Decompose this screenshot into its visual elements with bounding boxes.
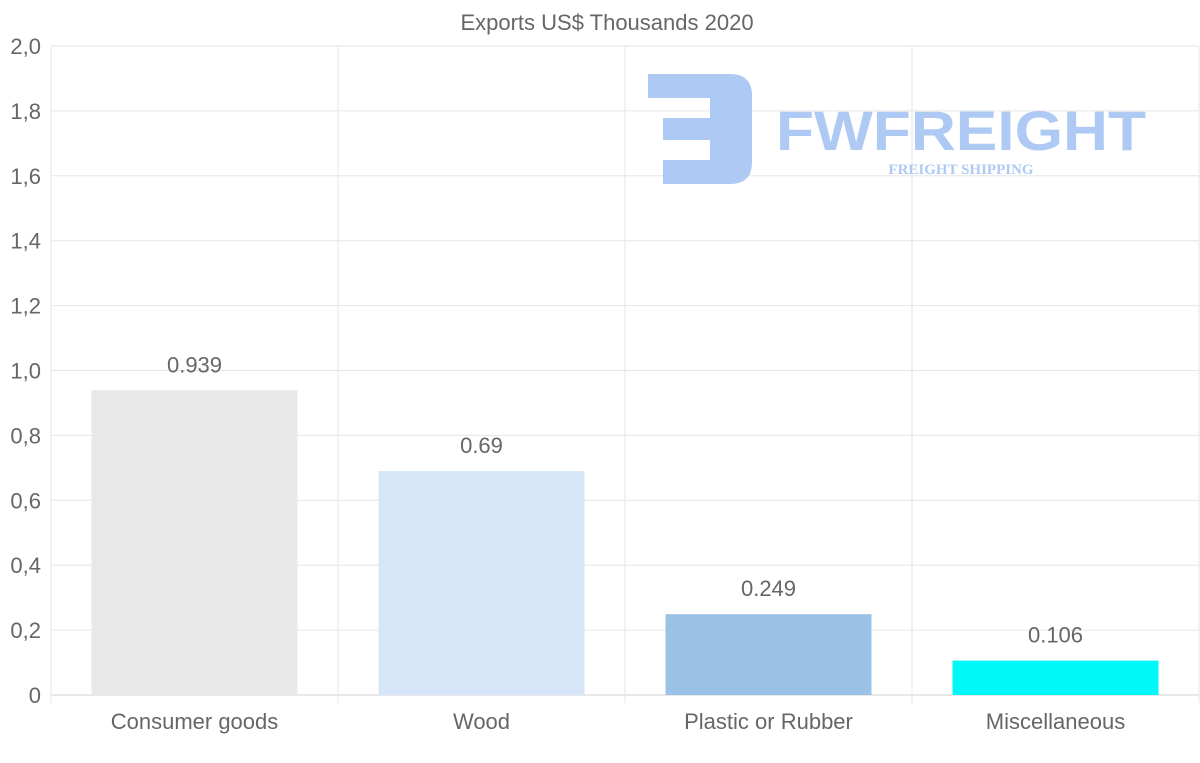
watermark-brand: FWFREIGHT xyxy=(776,99,1146,162)
x-axis: Consumer goods Wood Plastic or Rubber Misce… xyxy=(111,709,1125,734)
fwfreight-watermark-logo: FWFREIGHT FREIGHT SHIPPING xyxy=(648,74,1146,184)
y-tick-label: 1,0 xyxy=(10,359,41,384)
data-label: 0.939 xyxy=(167,352,222,377)
y-tick-label: 0,6 xyxy=(10,488,41,513)
bars: 0.939 0.69 0.249 0.106 xyxy=(91,352,1159,695)
bar xyxy=(952,660,1159,695)
bar xyxy=(665,614,872,695)
y-tick-label: 0,2 xyxy=(10,618,41,643)
grid xyxy=(50,45,1200,703)
y-tick-label: 0,4 xyxy=(10,553,41,578)
data-label: 0.249 xyxy=(741,576,796,601)
y-tick-label: 0,8 xyxy=(10,423,41,448)
y-axis: 0 0,2 0,4 0,6 0,8 1,0 1,2 1,4 1,6 1,8 2,0 xyxy=(10,34,41,708)
y-tick-label: 1,2 xyxy=(10,294,41,319)
y-tick-label: 1,6 xyxy=(10,164,41,189)
fwfreight-logo-icon xyxy=(648,74,752,184)
y-tick-label: 1,8 xyxy=(10,99,41,124)
y-tick-label: 1,4 xyxy=(10,229,41,254)
chart-title: Exports US$ Thousands 2020 xyxy=(460,10,753,35)
bar xyxy=(91,390,298,695)
watermark-tagline: FREIGHT SHIPPING xyxy=(888,162,1033,178)
data-label: 0.69 xyxy=(460,433,503,458)
data-label: 0.106 xyxy=(1028,623,1083,648)
bar xyxy=(378,471,585,695)
x-tick-label: Miscellaneous xyxy=(986,709,1125,734)
y-tick-label: 0 xyxy=(29,683,41,708)
x-tick-label: Plastic or Rubber xyxy=(684,709,853,734)
y-tick-label: 2,0 xyxy=(10,34,41,59)
x-tick-label: Wood xyxy=(453,709,510,734)
x-tick-label: Consumer goods xyxy=(111,709,279,734)
